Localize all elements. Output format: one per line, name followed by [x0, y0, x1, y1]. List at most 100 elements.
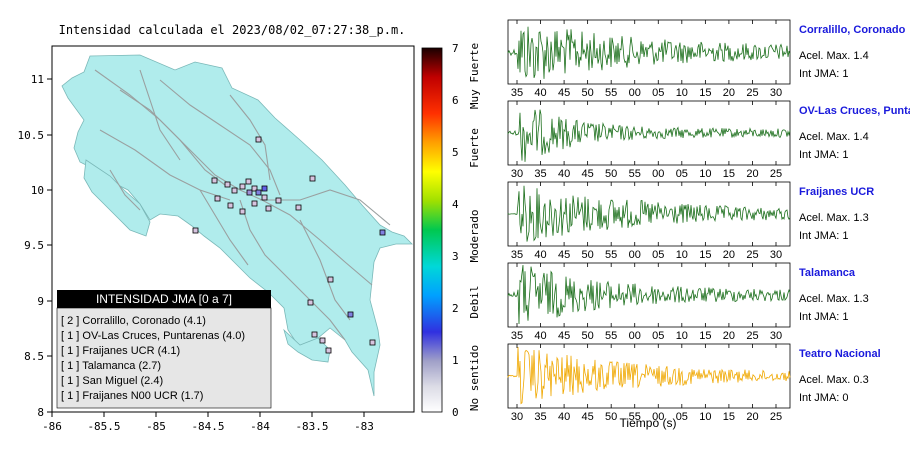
legend-item: [ 1 ] Talamanca (2.7): [61, 360, 161, 372]
station-acel: Acel. Max. 1.3: [799, 293, 869, 305]
x-tick-label: 35: [534, 411, 546, 423]
x-tick-label: 45: [558, 330, 570, 342]
y-tick-label: 10: [31, 184, 44, 197]
colorbar-tick: 0: [452, 406, 459, 419]
station-marker: [246, 189, 253, 196]
map-osa-peninsula: [283, 328, 331, 363]
map-title: Intensidad calculada el 2023/08/02_07:27…: [59, 23, 406, 37]
x-tick-label: 50: [582, 249, 594, 261]
legend-items: [ 2 ] Corralillo, Coronado (4.1) [ 1 ] O…: [61, 315, 245, 402]
x-tick-label: 50: [582, 87, 594, 99]
legend-item: [ 2 ] Corralillo, Coronado (4.1): [61, 315, 206, 327]
x-tick-label: 55: [605, 249, 617, 261]
station-marker: [255, 136, 262, 143]
y-tick-label: 11: [31, 73, 44, 86]
legend-item: [ 1 ] Fraijanes UCR (4.1): [61, 345, 180, 357]
x-tick-label: 40: [534, 249, 546, 261]
station-marker: [309, 175, 316, 182]
station-jma: Int JMA: 1: [799, 149, 849, 161]
x-tick-label: 00: [629, 330, 641, 342]
x-tick-label: 45: [558, 87, 570, 99]
station-marker: [311, 331, 318, 338]
station-jma: Int JMA: 1: [799, 311, 849, 323]
panel-frame: [507, 100, 791, 166]
map-nicoya-peninsula: [83, 159, 151, 237]
x-tick-label: 55: [605, 330, 617, 342]
station-marker: [231, 187, 238, 194]
colorbar-label-fuerte: Fuerte: [468, 128, 481, 168]
x-tick-label: 50: [582, 330, 594, 342]
x-tick-label: 00: [652, 168, 664, 180]
waveform-panel: 30 35 40 45 50 55 00 05 10 15 20 25 Teatro Nacional A…: [507, 343, 881, 423]
x-tick-label: 25: [770, 168, 782, 180]
station-marker: [245, 178, 252, 185]
legend-body: [56, 307, 272, 409]
station-acel: Acel. Max. 1.4: [799, 131, 869, 143]
x-tick-label: 05: [676, 411, 688, 423]
station-marker: [307, 299, 314, 306]
station-acel: Acel. Max. 0.3: [799, 374, 869, 386]
station-marker: [224, 181, 231, 188]
waveform-trace: [507, 185, 791, 242]
x-tick-label: 05: [652, 249, 664, 261]
waveform-panel: 35 40 45 50 55 00 05 10 15 20 25 30 Corralillo, Coro…: [507, 19, 906, 99]
station-name: Corralillo, Coronado: [799, 24, 906, 36]
panel-frame: [507, 19, 791, 85]
x-tick-label: 40: [534, 87, 546, 99]
x-tick-label: 10: [676, 330, 688, 342]
x-tick-label: -83.5: [295, 420, 328, 433]
colorbar-label-debil: Debil: [468, 285, 481, 318]
station-marker: [261, 194, 268, 201]
waveform-trace: [507, 26, 791, 79]
x-tick-label: 35: [534, 168, 546, 180]
station-marker: [261, 185, 268, 192]
station-marker: [265, 205, 272, 212]
station-marker: [211, 177, 218, 184]
station-jma: Int JMA: 1: [799, 230, 849, 242]
station-marker: [251, 185, 258, 192]
x-tick-label: 15: [699, 330, 711, 342]
x-tick-label: 30: [770, 249, 782, 261]
x-tick-label: 40: [558, 168, 570, 180]
x-tick-label: 00: [629, 249, 641, 261]
x-tick-label: 35: [511, 330, 523, 342]
x-tick-label: 20: [746, 411, 758, 423]
x-tick-label: 10: [699, 168, 711, 180]
station-name: Teatro Nacional: [799, 348, 881, 360]
station-marker: [239, 208, 246, 215]
map-x-axis: [51, 412, 365, 417]
station-acel: Acel. Max. 1.3: [799, 212, 869, 224]
y-tick-label: 9.5: [24, 239, 44, 252]
legend-item: [ 1 ] Fraijanes N00 UCR (1.7): [61, 390, 203, 402]
x-tick-label: 55: [629, 168, 641, 180]
x-tick-label: 35: [511, 87, 523, 99]
waveform-panel: 30 35 40 45 50 55 00 05 10 15 20 25 OV-Las Cruces, P…: [507, 100, 910, 180]
x-tick-label: 50: [605, 411, 617, 423]
x-tick-label: 10: [676, 87, 688, 99]
x-tick-label: 25: [746, 87, 758, 99]
x-tick-label: -86: [42, 420, 62, 433]
station-marker: [227, 202, 234, 209]
colorbar: [421, 47, 443, 413]
colorbar-tick: 6: [452, 94, 459, 107]
station-marker: [251, 200, 258, 207]
waveform-panel: 35 40 45 50 55 00 05 10 15 20 25 30 Fraijanes UCR Ace…: [507, 181, 874, 261]
x-tick-label: 05: [652, 87, 664, 99]
y-tick-label: 8.5: [24, 350, 44, 363]
station-marker: [379, 229, 386, 236]
station-marker: [369, 339, 376, 346]
x-tick-label: 15: [723, 411, 735, 423]
station-marker: [192, 227, 199, 234]
x-tick-label: 30: [511, 168, 523, 180]
station-marker: [255, 189, 262, 196]
x-tick-label: 45: [582, 168, 594, 180]
x-tick-label: 40: [558, 411, 570, 423]
map-roads: [94, 69, 391, 341]
x-tick-label: -85: [146, 420, 166, 433]
x-tick-label: 00: [652, 411, 664, 423]
station-marker: [327, 276, 334, 283]
y-tick-label: 9: [37, 295, 44, 308]
colorbar-tick: 2: [452, 302, 459, 315]
x-tick-label: 40: [534, 330, 546, 342]
